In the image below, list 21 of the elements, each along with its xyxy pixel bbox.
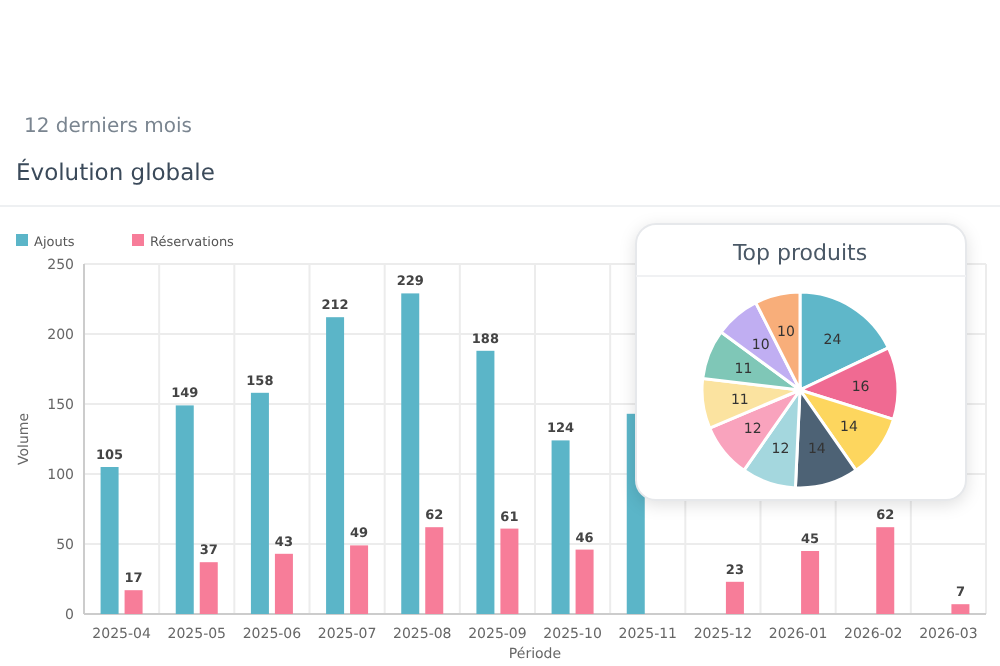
- bar: [876, 527, 895, 614]
- bar: [350, 545, 369, 614]
- chart-title: Top produits: [730, 240, 868, 266]
- bar: [801, 551, 820, 614]
- bar: [551, 440, 570, 614]
- bar: [274, 553, 293, 614]
- bar: [401, 293, 420, 614]
- bar: [425, 527, 444, 614]
- bar: [199, 562, 218, 614]
- bar: [951, 604, 970, 614]
- bar: [500, 528, 519, 614]
- chart-subtitle: 12 derniers mois: [24, 116, 192, 138]
- bar: [175, 405, 194, 614]
- bar: [476, 350, 495, 614]
- bar: [100, 467, 119, 614]
- bar: [124, 590, 143, 614]
- bar: [575, 549, 594, 614]
- chart-title: Évolution globale: [16, 158, 215, 186]
- bar: [326, 317, 345, 614]
- bar: [250, 392, 269, 614]
- bar: [725, 581, 744, 614]
